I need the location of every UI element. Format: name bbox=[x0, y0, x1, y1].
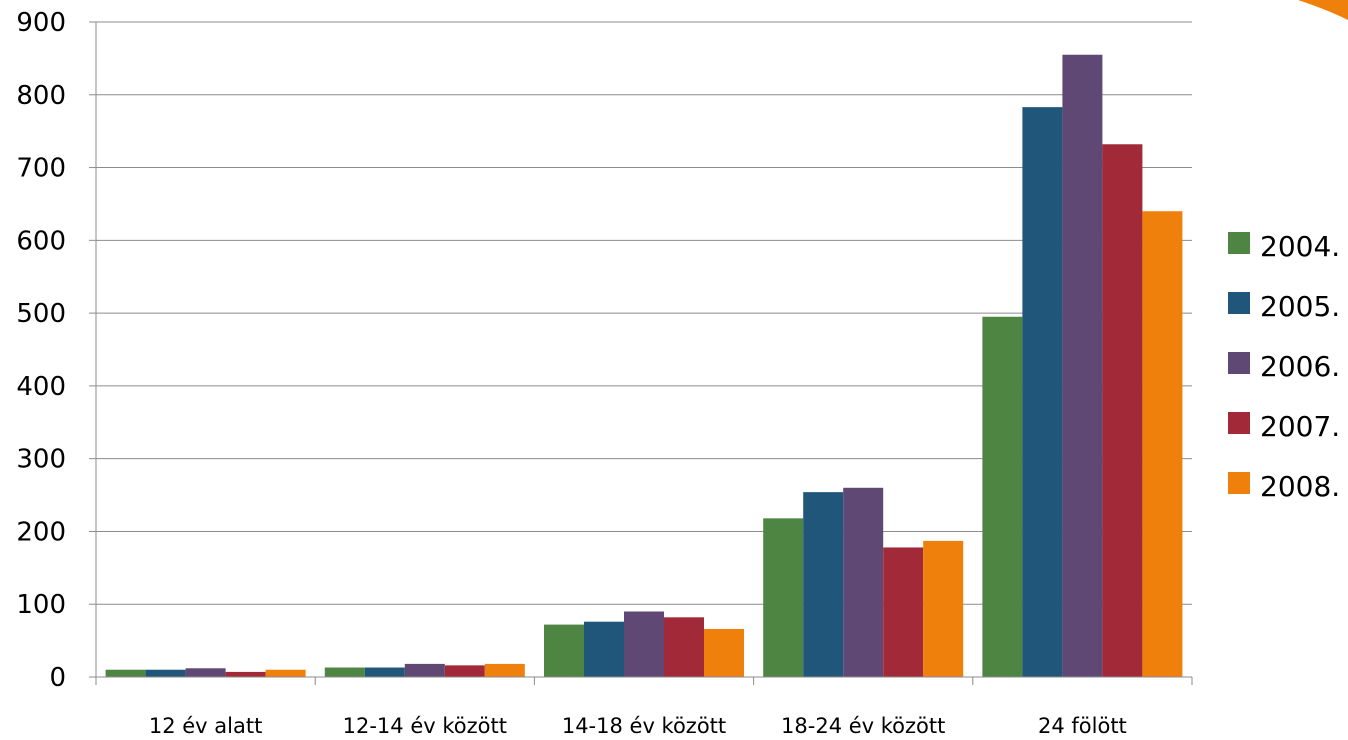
bar-2008-0 bbox=[265, 669, 306, 677]
bar-2006-2 bbox=[624, 611, 664, 677]
y-tick-label: 600 bbox=[16, 226, 66, 256]
bar-2004-3 bbox=[763, 518, 804, 677]
y-tick-label: 100 bbox=[16, 590, 66, 620]
axes bbox=[89, 21, 1193, 685]
bar-2004-2 bbox=[544, 624, 584, 677]
y-tick-label: 0 bbox=[49, 663, 66, 693]
bar-2008-1 bbox=[484, 663, 525, 677]
gridlines bbox=[96, 21, 1192, 605]
x-tick-label: 24 fölött bbox=[1038, 714, 1127, 738]
legend-swatch-2007 bbox=[1228, 412, 1250, 434]
bar-2006-1 bbox=[404, 663, 445, 677]
y-tick-label: 500 bbox=[16, 299, 66, 329]
y-tick-label: 900 bbox=[16, 8, 66, 38]
bar-2004-4 bbox=[982, 316, 1023, 677]
bar-2006-3 bbox=[843, 487, 884, 677]
y-tick-label: 700 bbox=[16, 154, 66, 184]
y-tick-label: 300 bbox=[16, 445, 66, 475]
legend-swatch-2006 bbox=[1228, 352, 1250, 374]
bar-2005-4 bbox=[1022, 107, 1063, 677]
legend-swatch-2004 bbox=[1228, 232, 1250, 254]
legend-label: 2008. bbox=[1260, 470, 1340, 503]
bar-2004-1 bbox=[324, 667, 365, 677]
legend-label: 2007. bbox=[1260, 410, 1340, 443]
legend-swatch-2008 bbox=[1228, 472, 1250, 494]
bar-2005-3 bbox=[803, 492, 844, 677]
bar-2007-4 bbox=[1102, 144, 1143, 677]
x-tick-label: 12-14 év között bbox=[343, 714, 507, 738]
bars bbox=[105, 54, 1183, 677]
bar-2008-2 bbox=[704, 628, 744, 677]
bar-2007-0 bbox=[225, 671, 266, 677]
bar-2006-0 bbox=[185, 668, 226, 677]
bar-2007-3 bbox=[883, 547, 924, 677]
legend-label: 2006. bbox=[1260, 350, 1340, 383]
y-tick-label: 800 bbox=[16, 81, 66, 111]
x-tick-label: 12 év alatt bbox=[149, 714, 262, 738]
y-tick-label: 200 bbox=[16, 517, 66, 547]
bar-2005-2 bbox=[584, 621, 624, 677]
legend-swatch-2005 bbox=[1228, 292, 1250, 314]
bar-2005-1 bbox=[364, 667, 405, 677]
y-tick-labels: 0 100 200 300 400 500 600 700 800 900 bbox=[16, 8, 66, 693]
legend: 2004. 2005. 2006. 2007. 2008. bbox=[1228, 230, 1340, 503]
bar-2005-0 bbox=[145, 669, 186, 677]
bar-2008-3 bbox=[923, 540, 964, 677]
legend-label: 2005. bbox=[1260, 290, 1340, 323]
bar-2008-4 bbox=[1142, 211, 1183, 677]
x-tick-label: 14-18 év között bbox=[562, 714, 726, 738]
bar-2007-2 bbox=[664, 617, 704, 677]
bar-2004-0 bbox=[105, 669, 146, 677]
x-tick-label: 18-24 év között bbox=[781, 714, 945, 738]
x-tick-labels: 12 év alatt 12-14 év között 14-18 év közöt… bbox=[149, 714, 1127, 738]
corner-accent-decoration bbox=[1298, 0, 1348, 20]
legend-label: 2004. bbox=[1260, 230, 1340, 263]
bar-2007-1 bbox=[444, 665, 485, 677]
bar-2006-4 bbox=[1062, 54, 1103, 677]
y-tick-label: 400 bbox=[16, 372, 66, 402]
